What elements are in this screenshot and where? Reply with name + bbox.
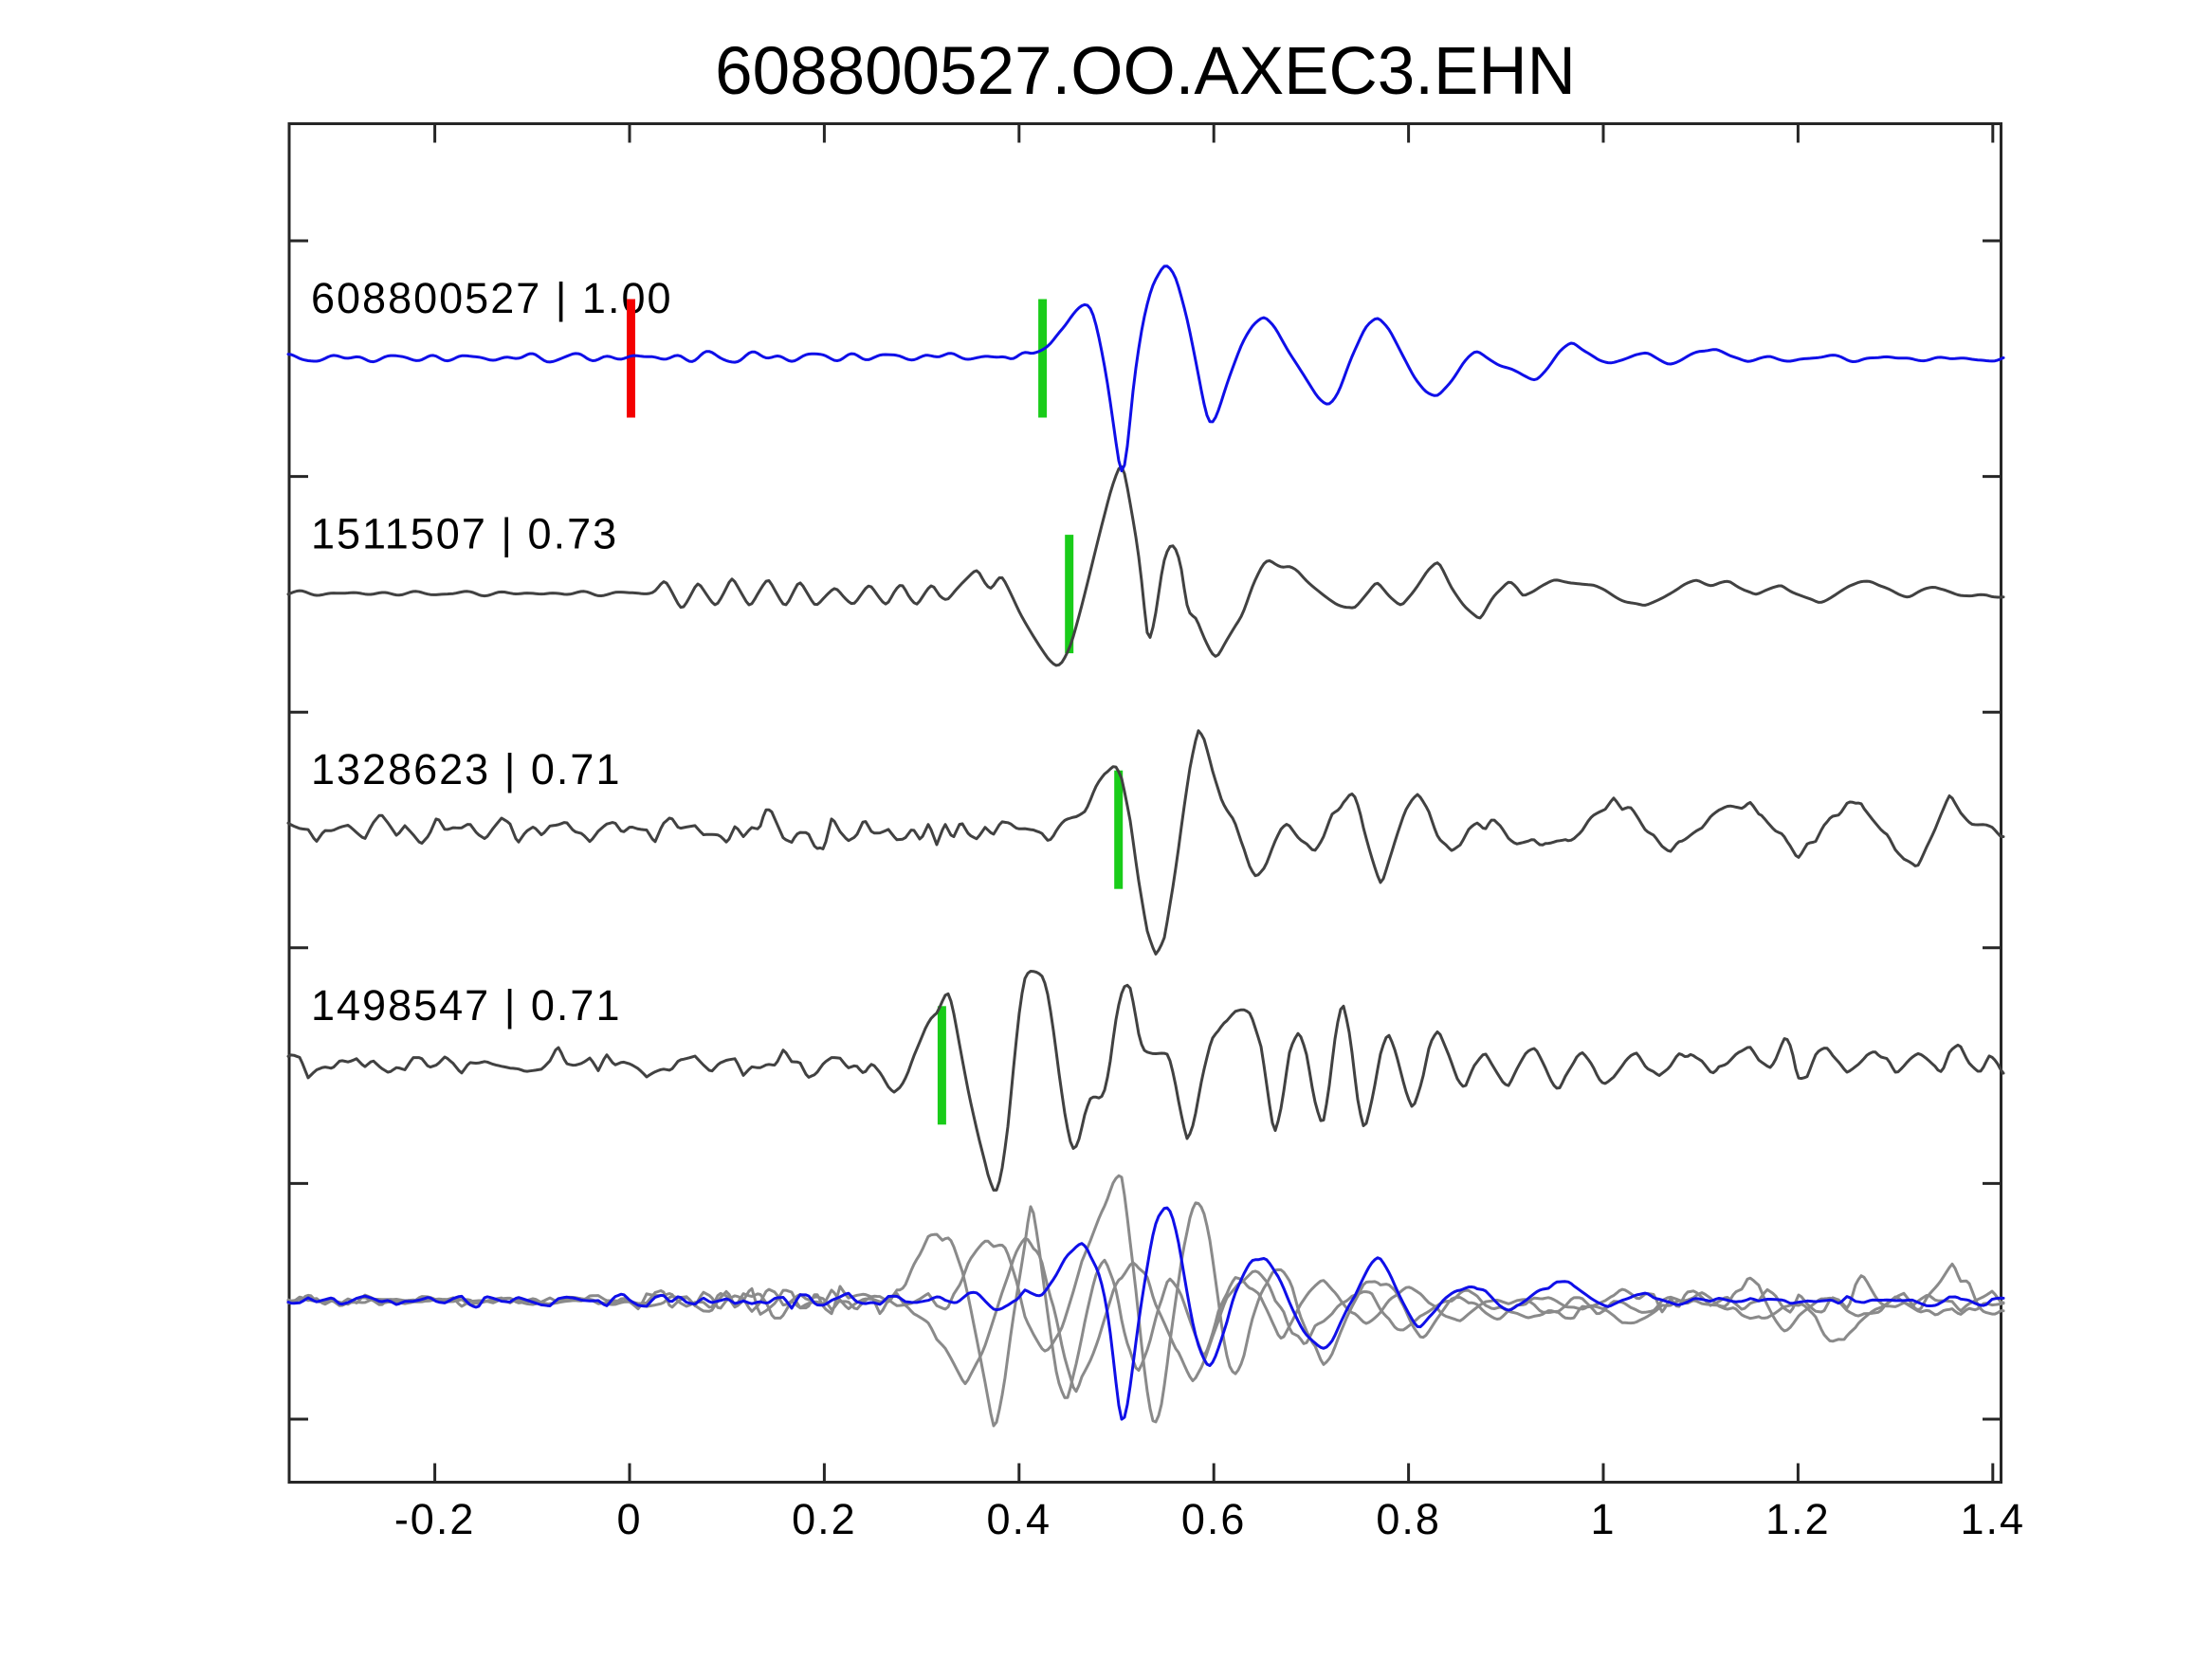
svg-text:0: 0 — [616, 1495, 642, 1543]
svg-text:1.2: 1.2 — [1765, 1495, 1831, 1543]
svg-text:1.4: 1.4 — [1961, 1495, 2026, 1543]
svg-text:0.6: 0.6 — [1181, 1495, 1247, 1543]
svg-text:1328623 | 0.71: 1328623 | 0.71 — [311, 745, 621, 793]
svg-text:608800527 | 1.00: 608800527 | 1.00 — [311, 274, 673, 322]
svg-text:0.8: 0.8 — [1376, 1495, 1441, 1543]
svg-text:1511507 | 0.73: 1511507 | 0.73 — [311, 510, 618, 558]
svg-text:608800527.OO.AXEC3.EHN: 608800527.OO.AXEC3.EHN — [715, 34, 1576, 109]
svg-text:1498547 | 0.71: 1498547 | 0.71 — [311, 981, 621, 1030]
svg-text:0.2: 0.2 — [792, 1495, 857, 1543]
svg-text:-0.2: -0.2 — [394, 1495, 476, 1543]
svg-text:1: 1 — [1590, 1495, 1616, 1543]
svg-text:0.4: 0.4 — [987, 1495, 1052, 1543]
